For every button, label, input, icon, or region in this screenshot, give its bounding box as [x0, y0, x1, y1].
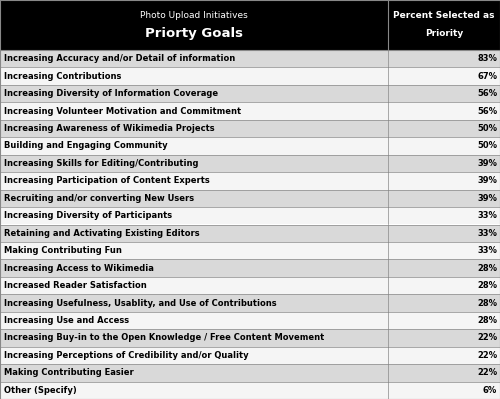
Bar [0, 67, 388, 85]
Bar [0, 277, 388, 294]
Bar [388, 137, 500, 155]
Text: Recruiting and/or converting New Users: Recruiting and/or converting New Users [4, 194, 194, 203]
Text: Increasing Awareness of Wikimedia Projects: Increasing Awareness of Wikimedia Projec… [4, 124, 214, 133]
Bar [388, 225, 500, 242]
Bar [388, 85, 500, 103]
Bar [388, 207, 500, 225]
Text: 6%: 6% [483, 386, 497, 395]
Text: 22%: 22% [477, 368, 497, 377]
Bar [388, 294, 500, 312]
Bar [388, 312, 500, 329]
Bar [388, 329, 500, 347]
Bar [388, 259, 500, 277]
Text: 67%: 67% [477, 72, 497, 81]
Bar [0, 381, 388, 399]
Text: 22%: 22% [477, 351, 497, 360]
Bar [0, 329, 388, 347]
Bar [0, 364, 388, 381]
Text: Increasing Use and Access: Increasing Use and Access [4, 316, 129, 325]
Text: Priority: Priority [424, 30, 463, 38]
Bar [0, 190, 388, 207]
Bar [0, 347, 388, 364]
Bar [0, 172, 388, 190]
Text: 56%: 56% [477, 107, 497, 116]
Bar [388, 120, 500, 137]
Bar [388, 0, 500, 50]
Text: Increasing Buy-in to the Open Knowledge / Free Content Movement: Increasing Buy-in to the Open Knowledge … [4, 334, 324, 342]
Bar [0, 294, 388, 312]
Bar [0, 207, 388, 225]
Text: 39%: 39% [477, 176, 497, 186]
Text: Increasing Perceptions of Credibility and/or Quality: Increasing Perceptions of Credibility an… [4, 351, 248, 360]
Text: Increased Reader Satisfaction: Increased Reader Satisfaction [4, 281, 147, 290]
Bar [0, 120, 388, 137]
Bar [0, 312, 388, 329]
Bar [0, 0, 388, 50]
Text: 33%: 33% [477, 246, 497, 255]
Bar [0, 225, 388, 242]
Text: Increasing Participation of Content Experts: Increasing Participation of Content Expe… [4, 176, 210, 186]
Text: Percent Selected as: Percent Selected as [393, 10, 494, 20]
Bar [388, 172, 500, 190]
Text: 33%: 33% [477, 211, 497, 220]
Bar [388, 347, 500, 364]
Bar [0, 137, 388, 155]
Bar [0, 103, 388, 120]
Bar [0, 50, 388, 67]
Text: 28%: 28% [477, 298, 497, 308]
Text: 33%: 33% [477, 229, 497, 238]
Text: Making Contributing Easier: Making Contributing Easier [4, 368, 134, 377]
Text: 22%: 22% [477, 334, 497, 342]
Text: Increasing Diversity of Participants: Increasing Diversity of Participants [4, 211, 172, 220]
Text: Increasing Contributions: Increasing Contributions [4, 72, 122, 81]
Bar [388, 103, 500, 120]
Text: Priorty Goals: Priorty Goals [145, 28, 243, 41]
Text: Retaining and Activating Existing Editors: Retaining and Activating Existing Editor… [4, 229, 200, 238]
Bar [0, 85, 388, 103]
Bar [388, 277, 500, 294]
Bar [388, 364, 500, 381]
Text: 28%: 28% [477, 316, 497, 325]
Bar [388, 155, 500, 172]
Text: Increasing Usefulness, Usablity, and Use of Contributions: Increasing Usefulness, Usablity, and Use… [4, 298, 276, 308]
Text: Building and Engaging Community: Building and Engaging Community [4, 142, 168, 150]
Text: 39%: 39% [477, 159, 497, 168]
Bar [0, 155, 388, 172]
Bar [0, 259, 388, 277]
Text: Making Contributing Fun: Making Contributing Fun [4, 246, 122, 255]
Text: Increasing Volunteer Motivation and Commitment: Increasing Volunteer Motivation and Comm… [4, 107, 241, 116]
Text: 28%: 28% [477, 264, 497, 273]
Text: 83%: 83% [477, 54, 497, 63]
Text: Photo Upload Initiatives: Photo Upload Initiatives [140, 10, 248, 20]
Text: 56%: 56% [477, 89, 497, 98]
Text: 39%: 39% [477, 194, 497, 203]
Bar [388, 381, 500, 399]
Text: Increasing Diversity of Information Coverage: Increasing Diversity of Information Cove… [4, 89, 218, 98]
Bar [388, 50, 500, 67]
Text: Increasing Accuracy and/or Detail of information: Increasing Accuracy and/or Detail of inf… [4, 54, 235, 63]
Text: 50%: 50% [477, 124, 497, 133]
Text: Increasing Access to Wikimedia: Increasing Access to Wikimedia [4, 264, 154, 273]
Bar [388, 242, 500, 259]
Bar [0, 242, 388, 259]
Bar [388, 67, 500, 85]
Text: 28%: 28% [477, 281, 497, 290]
Text: Increasing Skills for Editing/Contributing: Increasing Skills for Editing/Contributi… [4, 159, 198, 168]
Text: 50%: 50% [477, 142, 497, 150]
Text: Other (Specify): Other (Specify) [4, 386, 77, 395]
Bar [388, 190, 500, 207]
